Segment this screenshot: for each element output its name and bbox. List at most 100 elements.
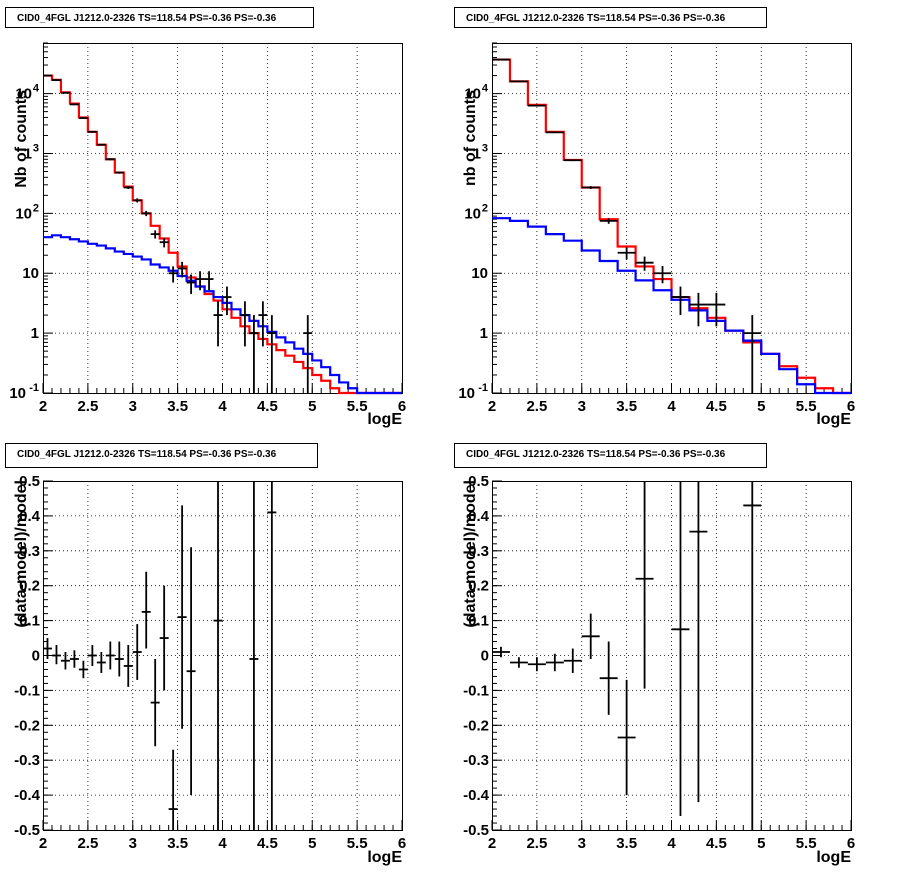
- chart-title-box: [5, 7, 314, 28]
- residuals-panel-right: CID0_4FGL J1212.0-2326 TS=118.54 PS=-0.3…: [454, 443, 855, 866]
- x-tick-label: 4.5: [257, 398, 278, 415]
- x-tick-label: 2.5: [526, 835, 547, 852]
- data-point: [150, 658, 160, 747]
- x-tick-label: 2: [39, 398, 47, 415]
- data-point: [303, 315, 313, 393]
- y-tick-label: 0.2: [19, 578, 40, 595]
- y-tick-exponent: 3: [482, 142, 488, 154]
- x-axis-label: logE: [367, 411, 402, 428]
- data-point: [671, 481, 690, 817]
- data-point: [509, 657, 528, 668]
- y-tick-label: 10: [9, 385, 26, 402]
- data-point: [123, 186, 133, 190]
- x-tick-label: 3.5: [616, 835, 637, 852]
- data-point: [707, 292, 726, 327]
- data-point: [599, 218, 618, 224]
- data-point: [527, 104, 546, 107]
- data-point: [69, 650, 79, 668]
- data-point: [213, 481, 223, 830]
- y-tick-label: 0.5: [468, 473, 489, 490]
- data-point: [114, 171, 124, 174]
- y-tick-label: 0.4: [19, 508, 41, 525]
- counts-panel-left: CID0_4FGL J1212.0-2326 TS=118.54 PS=-0.3…: [5, 7, 406, 428]
- data-point: [527, 657, 546, 672]
- x-tick-label: 4: [667, 835, 676, 852]
- data-point: [51, 79, 61, 82]
- y-tick-label: 10: [464, 86, 481, 103]
- y-tick-label: 10: [464, 205, 481, 222]
- x-tick-label: 4.5: [257, 835, 278, 852]
- x-tick-label: 6: [398, 835, 406, 852]
- y-tick-label: -0.4: [14, 787, 41, 804]
- y-tick-label: 0: [32, 648, 40, 665]
- residuals-panel-left: CID0_4FGL J1212.0-2326 TS=118.54 PS=-0.3…: [5, 443, 406, 866]
- chart-title: CID0_4FGL J1212.0-2326 TS=118.54 PS=-0.3…: [466, 449, 726, 460]
- x-tick-label: 5: [308, 835, 316, 852]
- x-axis-label: logE: [367, 849, 402, 866]
- data-point: [87, 130, 97, 133]
- y-tick-label: 1: [24, 145, 32, 162]
- y-tick-label: 0.3: [19, 543, 40, 560]
- x-tick-label: 6: [847, 398, 855, 415]
- chart-title-box: [454, 7, 767, 28]
- data-point: [635, 481, 654, 689]
- x-tick-label: 4.5: [706, 398, 727, 415]
- y-tick-label: 0.1: [19, 613, 40, 630]
- x-tick-label: 5.5: [347, 835, 368, 852]
- y-tick-exponent: -1: [478, 382, 488, 394]
- data-point: [105, 641, 115, 670]
- data-point: [60, 652, 70, 670]
- y-tick-exponent: 4: [33, 83, 40, 95]
- data-point: [213, 301, 223, 347]
- y-tick-label: 1: [31, 325, 39, 342]
- data-point: [545, 131, 564, 134]
- data-point: [105, 158, 115, 161]
- x-tick-label: 2.5: [77, 835, 98, 852]
- chart-title-box: [5, 443, 318, 468]
- data-point: [123, 645, 133, 687]
- data-point: [267, 315, 277, 393]
- data-point: [240, 301, 250, 347]
- x-tick-label: 3: [129, 398, 137, 415]
- y-axis-label: Nb of counts: [13, 90, 30, 188]
- data-point: [114, 641, 124, 677]
- data-point: [258, 301, 268, 347]
- data-point: [743, 315, 762, 393]
- data-point: [159, 237, 169, 248]
- y-tick-exponent: 2: [482, 202, 488, 214]
- data-point: [249, 315, 259, 393]
- y-tick-label: -0.4: [463, 787, 490, 804]
- data-point: [249, 481, 259, 830]
- x-tick-label: 3: [129, 835, 137, 852]
- plot-frame: [43, 481, 403, 831]
- y-tick-label: 10: [471, 265, 488, 282]
- x-tick-label: 3: [578, 835, 586, 852]
- data-point: [177, 505, 187, 729]
- y-axis-label: (data-model)/model: [462, 480, 479, 628]
- x-tick-label: 5.5: [796, 398, 817, 415]
- chart-title: CID0_4FGL J1212.0-2326 TS=118.54 PS=-0.3…: [17, 449, 277, 460]
- x-tick-label: 3.5: [167, 398, 188, 415]
- x-tick-label: 3.5: [616, 398, 637, 415]
- y-tick-exponent: 4: [482, 83, 489, 95]
- data-point: [43, 638, 52, 659]
- x-axis-label: logE: [816, 849, 851, 866]
- data-point: [159, 585, 169, 691]
- x-tick-label: 5.5: [347, 398, 368, 415]
- y-tick-label: 0.3: [468, 543, 489, 560]
- y-tick-label: -0.5: [463, 822, 489, 839]
- data-point: [132, 624, 142, 680]
- data-point: [87, 645, 97, 666]
- data-point: [60, 91, 70, 94]
- plot-frame: [492, 43, 852, 394]
- y-axis-label: nb of counts: [462, 90, 479, 186]
- y-tick-label: 10: [22, 265, 39, 282]
- y-tick-label: 0.5: [19, 473, 40, 490]
- x-tick-label: 6: [398, 398, 406, 415]
- y-tick-label: 10: [15, 86, 32, 103]
- data-point: [177, 261, 187, 278]
- data-point: [141, 210, 151, 217]
- y-tick-label: -0.1: [463, 682, 489, 699]
- data-point: [599, 641, 618, 715]
- data-point: [186, 274, 196, 295]
